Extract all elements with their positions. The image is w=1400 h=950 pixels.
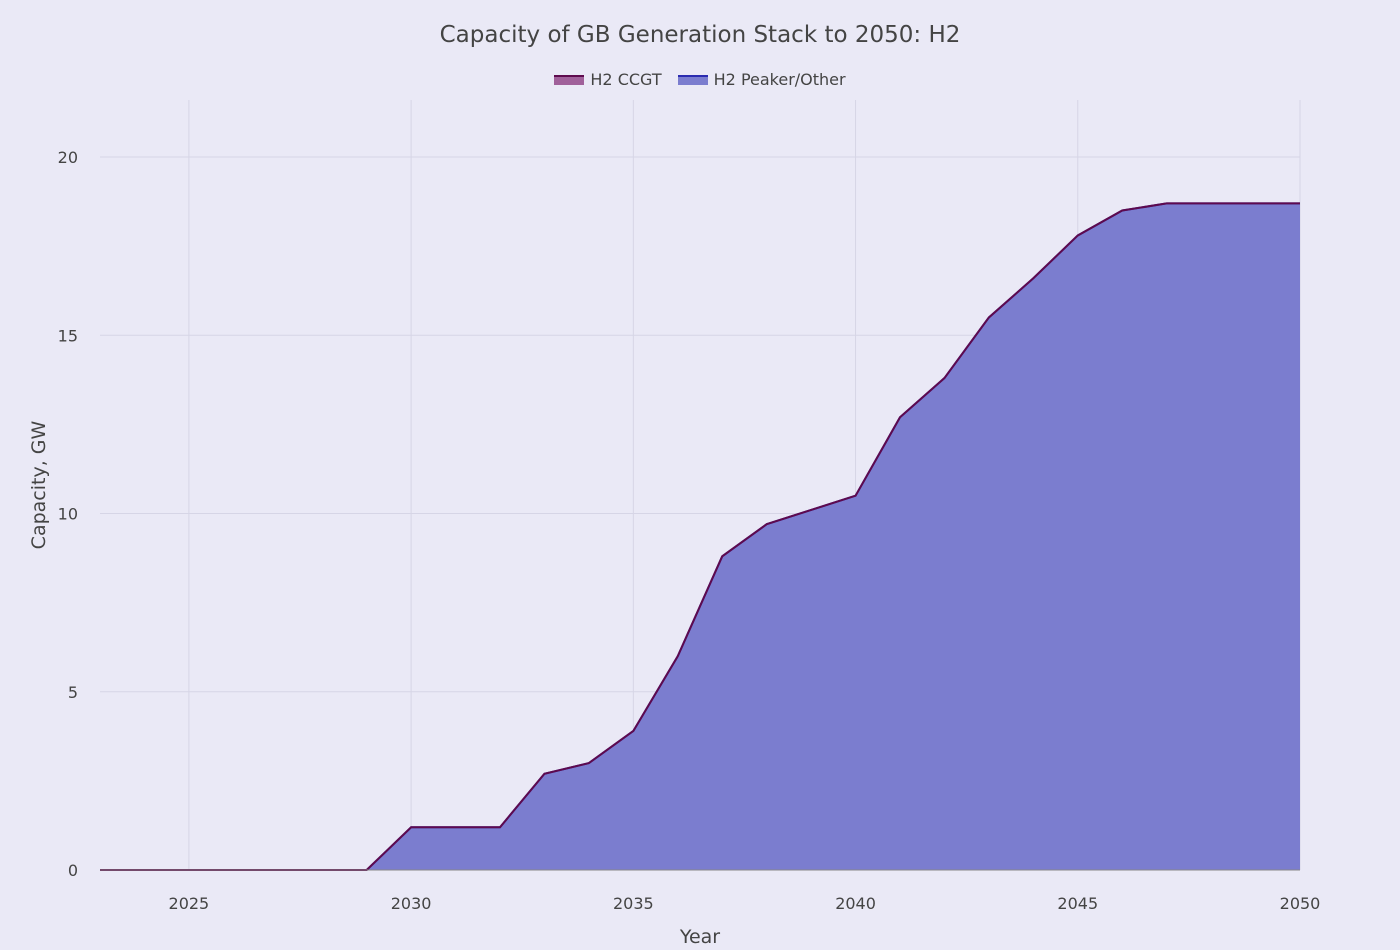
x-tick-label: 2045	[1057, 894, 1098, 913]
y-tick-label: 5	[68, 683, 78, 702]
legend-swatch-h2-peaker	[677, 74, 708, 85]
x-tick-label: 2040	[835, 894, 876, 913]
legend-item-h2-ccgt[interactable]: H2 CCGT	[554, 70, 662, 89]
y-tick-label: 0	[68, 861, 78, 880]
chart-title: Capacity of GB Generation Stack to 2050:…	[439, 22, 961, 48]
legend-label: H2 CCGT	[590, 70, 662, 89]
legend-label: H2 Peaker/Other	[713, 70, 846, 89]
x-axis-label: Year	[679, 926, 720, 948]
x-tick-label: 2035	[613, 894, 654, 913]
area-h2-peaker-other	[100, 203, 1300, 870]
y-tick-label: 20	[58, 148, 78, 167]
y-tick-label: 10	[58, 505, 78, 524]
y-axis-label: Capacity, GW	[28, 420, 50, 549]
legend-item-h2-peaker[interactable]: H2 Peaker/Other	[677, 70, 846, 89]
legend: H2 CCGT H2 Peaker/Other	[0, 70, 1400, 89]
x-tick-label: 2050	[1280, 894, 1321, 913]
legend-swatch-h2-ccgt	[554, 74, 585, 85]
x-tick-label: 2025	[169, 894, 210, 913]
x-tick-label: 2030	[391, 894, 432, 913]
y-tick-label: 15	[58, 326, 78, 345]
